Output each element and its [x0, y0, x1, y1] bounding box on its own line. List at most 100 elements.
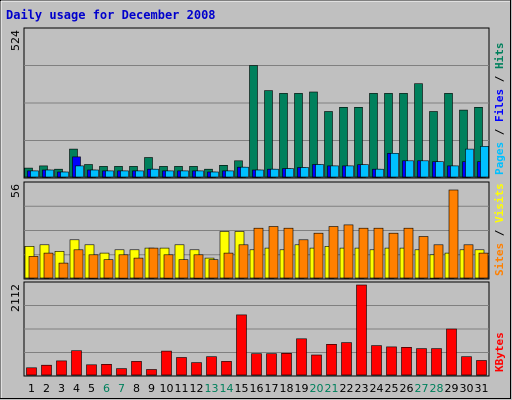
- bar-pages-day-15: [240, 166, 249, 178]
- bar-hits-day-16: [249, 65, 258, 178]
- bar-pages-day-11: [180, 170, 189, 178]
- bar-sites-day-5: [88, 254, 99, 279]
- bar-pages-day-5: [90, 169, 99, 178]
- bar-sites-day-30: [463, 244, 474, 279]
- bar-pages-day-25: [390, 153, 399, 178]
- bar-hits-day-18: [279, 93, 288, 178]
- bar-kbytes-day-18: [281, 352, 292, 376]
- bar-pages-day-4: [75, 165, 84, 178]
- bar-kbytes-day-8: [131, 361, 142, 376]
- bar-pages-day-10: [165, 170, 174, 178]
- bar-kbytes-day-22: [341, 342, 352, 376]
- day-label-24: 24: [370, 382, 384, 395]
- bar-pages-day-3: [60, 171, 69, 178]
- bar-sites-day-25: [388, 232, 399, 279]
- day-label-5: 5: [88, 382, 95, 395]
- svg-text:Pages / Files / Hits: Pages / Files / Hits: [493, 43, 506, 176]
- bar-kbytes-day-2: [41, 364, 52, 376]
- bar-pages-day-12: [195, 170, 204, 178]
- bar-kbytes-day-4: [71, 350, 82, 376]
- day-label-8: 8: [133, 382, 140, 395]
- bar-kbytes-day-15: [236, 314, 247, 376]
- day-label-7: 7: [118, 382, 125, 395]
- day-label-31: 31: [475, 382, 489, 395]
- bar-sites-day-8: [133, 257, 144, 279]
- side-label-sep: /: [493, 122, 506, 142]
- bar-pages-day-19: [300, 167, 309, 178]
- side-label-pages: Pages: [493, 142, 506, 175]
- day-label-15: 15: [235, 382, 249, 395]
- bar-kbytes-day-26: [401, 346, 412, 376]
- bar-pages-day-23: [360, 164, 369, 178]
- day-label-17: 17: [265, 382, 279, 395]
- bar-kbytes-day-28: [431, 348, 442, 376]
- day-label-1: 1: [28, 382, 35, 395]
- bar-pages-day-20: [315, 164, 324, 178]
- day-label-2: 2: [43, 382, 50, 395]
- bar-kbytes-day-27: [416, 348, 427, 376]
- side-label-hits-files-pages: Pages / Files / Hits: [493, 43, 506, 176]
- day-label-25: 25: [385, 382, 399, 395]
- bar-sites-day-9: [148, 247, 159, 279]
- bar-sites-day-18: [283, 227, 294, 279]
- side-label-hits: Hits: [493, 43, 506, 70]
- bar-sites-day-12: [193, 254, 204, 279]
- bar-kbytes-day-6: [101, 363, 112, 376]
- bar-sites-day-17: [268, 226, 279, 279]
- side-label-sites: Sites: [493, 243, 506, 276]
- bar-pages-day-14: [225, 170, 234, 178]
- day-label-22: 22: [340, 382, 354, 395]
- day-label-20: 20: [310, 382, 324, 395]
- bar-kbytes-day-14: [221, 361, 232, 376]
- bar-pages-day-27: [420, 160, 429, 178]
- bar-sites-day-24: [373, 227, 384, 279]
- day-label-4: 4: [73, 382, 80, 395]
- bar-sites-day-31: [478, 252, 489, 279]
- bar-pages-day-2: [45, 169, 54, 178]
- svg-text:Sites / Visits: Sites / Visits: [493, 183, 506, 276]
- bar-sites-day-16: [253, 227, 264, 279]
- bar-pages-day-31: [480, 146, 489, 178]
- bar-kbytes-day-20: [311, 354, 322, 376]
- bar-pages-day-26: [405, 160, 414, 178]
- side-label-files: Files: [493, 89, 506, 122]
- day-label-16: 16: [250, 382, 264, 395]
- panel-visits-sites: 56: [9, 181, 490, 280]
- chart-title: Daily usage for December 2008: [6, 8, 216, 22]
- bar-kbytes-day-12: [191, 362, 202, 376]
- day-label-21: 21: [325, 382, 339, 395]
- bar-sites-day-10: [163, 254, 174, 279]
- bar-sites-day-28: [433, 244, 444, 279]
- bar-pages-day-8: [135, 170, 144, 178]
- bar-pages-day-6: [105, 170, 114, 178]
- day-label-3: 3: [58, 382, 65, 395]
- day-label-14: 14: [220, 382, 234, 395]
- bar-pages-day-17: [270, 168, 279, 178]
- bar-kbytes-day-7: [116, 368, 127, 376]
- bar-sites-day-6: [103, 259, 114, 279]
- day-label-12: 12: [190, 382, 204, 395]
- side-label-kbytes-group: KBytes: [493, 332, 506, 372]
- side-label-kbytes: KBytes: [493, 332, 506, 372]
- panel-kbytes: 2112: [9, 281, 490, 377]
- bar-sites-day-14: [223, 252, 234, 279]
- bar-kbytes-day-3: [56, 360, 67, 376]
- bar-kbytes-day-16: [251, 353, 262, 376]
- bar-kbytes-day-31: [476, 360, 487, 376]
- bar-pages-day-24: [375, 168, 384, 178]
- bar-kbytes-day-1: [26, 367, 37, 376]
- bar-sites-day-4: [73, 249, 84, 279]
- bar-pages-day-16: [255, 169, 264, 178]
- day-label-29: 29: [445, 382, 459, 395]
- y-max-label: 524: [9, 30, 22, 51]
- bar-sites-day-22: [343, 224, 354, 279]
- y-max-label: 2112: [9, 284, 22, 312]
- day-label-9: 9: [148, 382, 155, 395]
- bar-sites-day-19: [298, 239, 309, 279]
- day-label-10: 10: [160, 382, 174, 395]
- panel-hits-files-pages: 524: [9, 27, 490, 179]
- bar-hits-day-17: [264, 90, 273, 178]
- side-label-visits-sites: Sites / Visits: [493, 183, 506, 276]
- bar-pages-day-18: [285, 168, 294, 178]
